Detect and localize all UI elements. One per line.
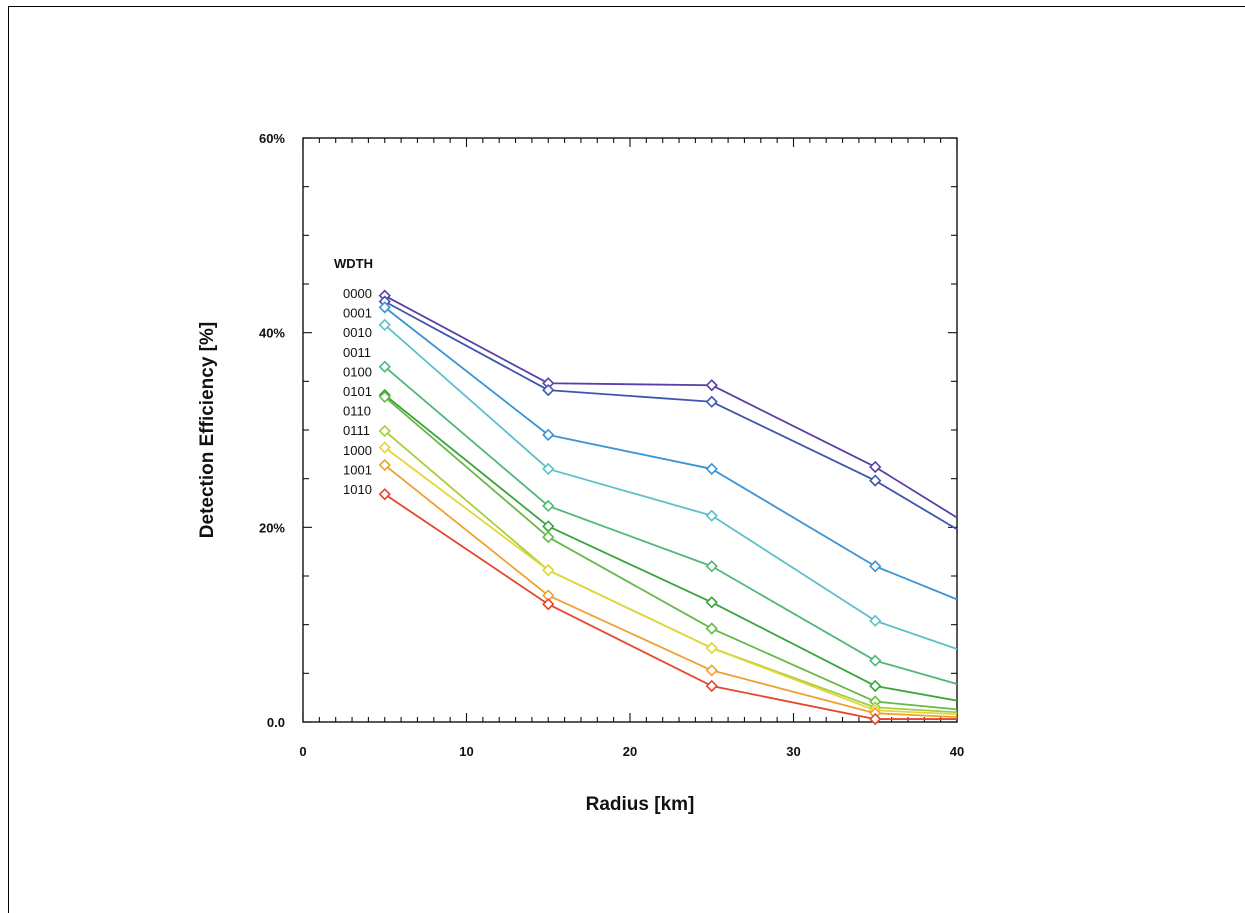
legend-entry: 1001	[343, 462, 372, 477]
series-line	[384, 294, 958, 519]
series-layer	[378, 289, 958, 726]
x-tick-label: 20	[623, 744, 637, 759]
legend-entry: 0101	[343, 384, 372, 399]
series-line	[384, 306, 958, 601]
data-point	[705, 664, 718, 677]
series-line	[384, 366, 958, 685]
data-point	[705, 622, 718, 635]
data-point	[542, 462, 555, 476]
data-point	[705, 596, 718, 609]
plot-area	[302, 137, 958, 723]
data-point	[869, 614, 882, 627]
data-point	[542, 530, 555, 544]
series-line	[384, 464, 958, 719]
y-tick-label: 40%	[259, 326, 285, 341]
series-line	[384, 430, 958, 714]
data-point	[542, 383, 555, 397]
figure-frame	[8, 6, 1245, 913]
data-point	[705, 395, 718, 408]
y-tick-label: 20%	[259, 520, 285, 535]
data-point	[378, 424, 391, 438]
series-0011	[378, 318, 958, 650]
x-tick-labels: 0 10 20 30 40	[299, 744, 964, 759]
data-point	[378, 301, 391, 314]
data-point	[705, 560, 718, 573]
data-point	[378, 441, 391, 454]
legend-entry: 0111	[343, 423, 370, 438]
x-axis-label: Radius [km]	[586, 794, 695, 815]
data-point	[705, 679, 718, 693]
x-tick-label: 10	[459, 744, 473, 759]
data-point	[378, 318, 391, 332]
y-tick-label: 60%	[259, 131, 285, 146]
data-point	[705, 509, 718, 522]
data-point	[378, 458, 391, 472]
data-point	[869, 474, 882, 487]
legend-title: WDTH	[334, 256, 373, 271]
series-0001	[378, 295, 958, 531]
legend-entry: 0001	[343, 306, 372, 321]
legend-entry: 0100	[343, 364, 372, 379]
x-tick-label: 0	[299, 744, 306, 759]
legend-entry: 1010	[343, 482, 372, 497]
data-point	[542, 428, 555, 441]
data-point	[869, 679, 882, 693]
legend-entry: 0010	[343, 325, 372, 340]
series-0100	[378, 360, 958, 685]
y-tick-label: 0.0	[267, 715, 285, 730]
series-line	[384, 446, 958, 716]
series-1000	[378, 441, 958, 717]
data-point	[378, 390, 391, 404]
y-tick-labels: 0.0 20% 40% 60%	[259, 131, 285, 730]
series-0111	[378, 424, 958, 714]
data-point	[869, 560, 882, 573]
axis-ticks	[302, 137, 958, 723]
series-0000	[378, 289, 958, 519]
series-1001	[378, 458, 958, 720]
series-1010	[378, 488, 957, 726]
data-point	[705, 379, 718, 392]
series-0010	[378, 301, 958, 601]
data-point	[378, 360, 391, 373]
series-line	[384, 300, 958, 531]
legend-entry: 0000	[343, 286, 372, 301]
data-point	[542, 598, 555, 611]
legend-entry: 0011	[343, 345, 371, 360]
x-tick-label: 30	[786, 744, 800, 759]
data-point	[378, 488, 391, 501]
data-point	[705, 462, 718, 476]
data-point	[542, 564, 555, 577]
series-0101	[378, 388, 958, 702]
legend-entry: 0110	[343, 404, 371, 419]
legend-entry: 1000	[343, 443, 372, 458]
data-point	[869, 460, 882, 474]
legend: WDTH 0000 0001 0010 0011 0100 0101 0110 0111 1000…	[334, 256, 373, 497]
data-point	[869, 712, 882, 726]
x-tick-label: 40	[950, 744, 964, 759]
y-axis-label: Detection Efficiency [%]	[197, 322, 218, 538]
plot-border	[302, 137, 958, 723]
data-point	[542, 499, 555, 513]
data-point	[705, 641, 718, 655]
data-point	[869, 654, 882, 667]
